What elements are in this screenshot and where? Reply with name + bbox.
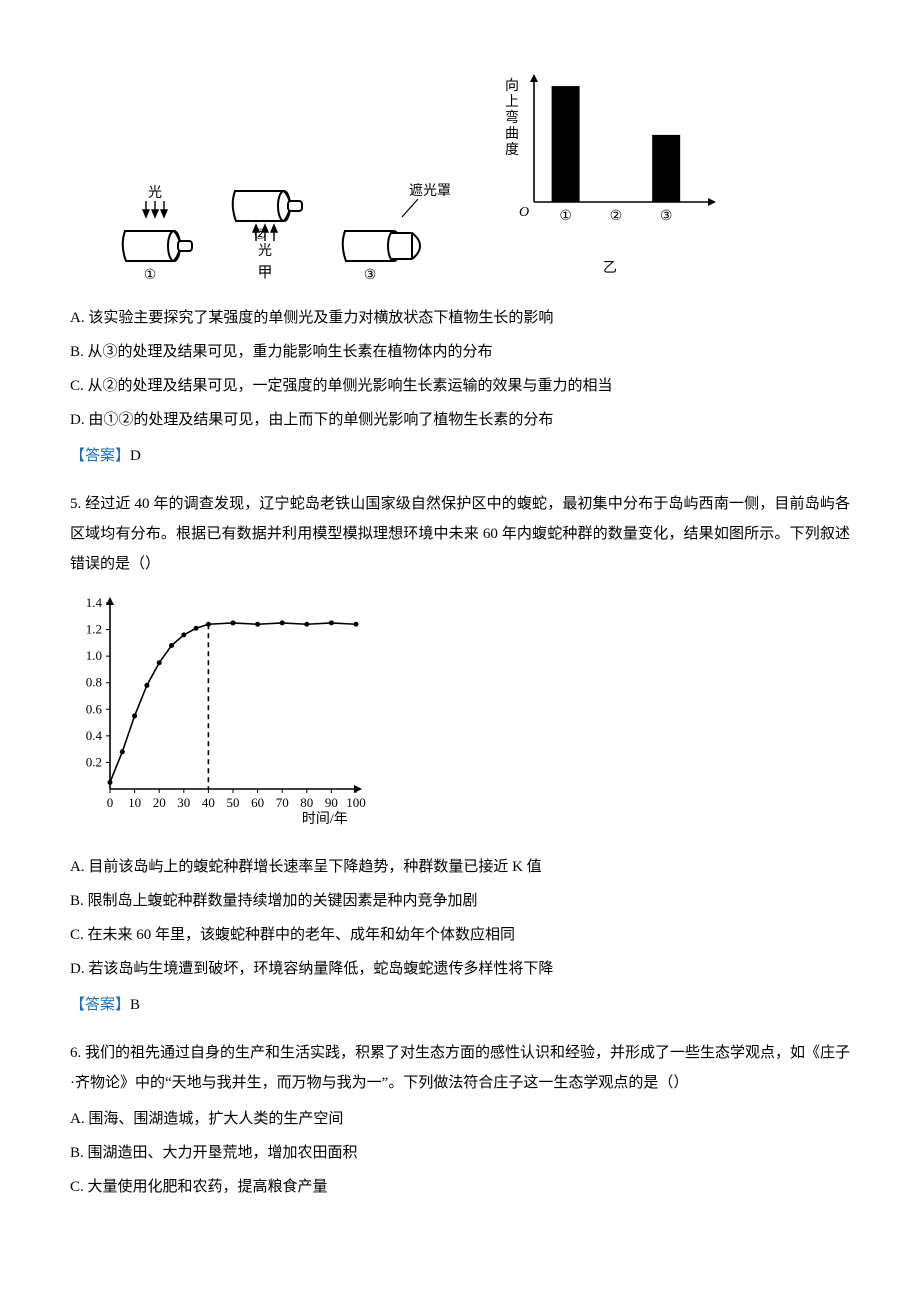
light-label: 光 [148,185,162,201]
exp-item-2: 光 ② 甲 [220,163,310,283]
svg-text:度: 度 [505,142,519,158]
svg-text:1.0: 1.0 [86,648,102,663]
caption-yi: 乙 [500,255,720,283]
q4-option-b: B. 从③的处理及结果可见，重力能影响生长素在植物体内的分布 [70,337,850,367]
q5-option-b: B. 限制岛上蝮蛇种群数量持续增加的关键因素是种内竞争加剧 [70,886,850,916]
pot-3-svg: 遮光罩 ③ [330,183,460,283]
q5-answer: 【答案】B [70,990,850,1020]
answer-label: 【答案】 [70,997,130,1013]
line-graph-svg: 0.2 0.4 0.6 0.8 1.0 1.2 1.4 0 10 20 30 40 50 60 70 80 90… [70,589,370,829]
svg-text:10: 10 [128,795,141,810]
svg-text:0: 0 [107,795,114,810]
pot-1-svg: 光 ① [110,183,200,283]
svg-text:①: ① [559,209,572,224]
q5-stem: 5. 经过近 40 年的调查发现，辽宁蛇岛老铁山国家级自然保护区中的蝮蛇，最初集… [70,489,850,579]
shade-label: 遮光罩 [409,183,451,199]
svg-text:曲: 曲 [505,126,519,142]
q6-option-b: B. 围湖造田、大力开垦荒地，增加农田面积 [70,1138,850,1168]
svg-text:40: 40 [202,795,215,810]
svg-text:80: 80 [300,795,313,810]
svg-text:1.4: 1.4 [86,595,103,610]
q4-option-a: A. 该实验主要探究了某强度的单侧光及重力对横放状态下植物生长的影响 [70,303,850,333]
svg-text:20: 20 [153,795,166,810]
svg-text:50: 50 [227,795,240,810]
q4-answer-letter: D [130,448,141,464]
q4-option-d: D. 由①②的处理及结果可见，由上而下的单侧光影响了植物生长素的分布 [70,405,850,435]
svg-text:0.8: 0.8 [86,675,102,690]
svg-text:60: 60 [251,795,264,810]
exp-item-3: 遮光罩 ③ [330,183,460,283]
svg-text:70: 70 [276,795,289,810]
q5-graph: 0.2 0.4 0.6 0.8 1.0 1.2 1.4 0 10 20 30 40 50 60 70 80 90… [70,589,850,840]
caption-jia: 甲 [257,265,272,281]
figure-row: 光 ① [110,70,850,283]
svg-text:90: 90 [325,795,338,810]
q4-option-c: C. 从②的处理及结果可见，一定强度的单侧光影响生长素运输的效果与重力的相当 [70,371,850,401]
svg-text:向: 向 [505,78,519,94]
light-label-2: 光 [258,243,272,259]
bar-chart-svg: 向上弯曲度 O ① ② ③ [500,70,720,240]
pot-2-svg: 光 ② 甲 [220,163,310,283]
svg-text:③: ③ [660,209,673,224]
svg-text:0.6: 0.6 [86,701,103,716]
svg-text:1.2: 1.2 [86,622,102,637]
svg-text:0.2: 0.2 [86,754,102,769]
q5-option-c: C. 在未来 60 年里，该蝮蛇种群中的老年、成年和幼年个体数应相同 [70,920,850,950]
q6-stem: 6. 我们的祖先通过自身的生产和生活实践，积累了对生态方面的感性认识和经验，并形… [70,1038,850,1098]
exp-label-2: ② [254,228,267,243]
q5-option-a: A. 目前该岛屿上的蝮蛇种群增长速率呈下降趋势，种群数量已接近 K 值 [70,852,850,882]
q5-answer-letter: B [130,997,140,1013]
svg-text:②: ② [610,209,623,224]
answer-label: 【答案】 [70,448,130,464]
svg-text:弯: 弯 [505,109,519,126]
exp-item-1: 光 ① [110,183,200,283]
experiment-diagram: 光 ① [110,163,460,283]
svg-text:上: 上 [505,94,519,110]
q6-option-a: A. 围海、围湖造城，扩大人类的生产空间 [70,1104,850,1134]
svg-text:O: O [519,205,529,220]
svg-text:时间/年: 时间/年 [302,811,348,827]
svg-text:100: 100 [346,795,366,810]
q4-answer: 【答案】D [70,441,850,471]
bar-chart: 向上弯曲度 O ① ② ③ 乙 [500,70,720,283]
exp-label-1: ① [144,268,157,283]
q6-option-c: C. 大量使用化肥和农药，提高粮食产量 [70,1172,850,1202]
exp-label-3: ③ [364,268,377,283]
svg-text:0.4: 0.4 [86,728,103,743]
svg-text:30: 30 [177,795,190,810]
q5-option-d: D. 若该岛屿生境遭到破坏，环境容纳量降低，蛇岛蝮蛇遗传多样性将下降 [70,954,850,984]
